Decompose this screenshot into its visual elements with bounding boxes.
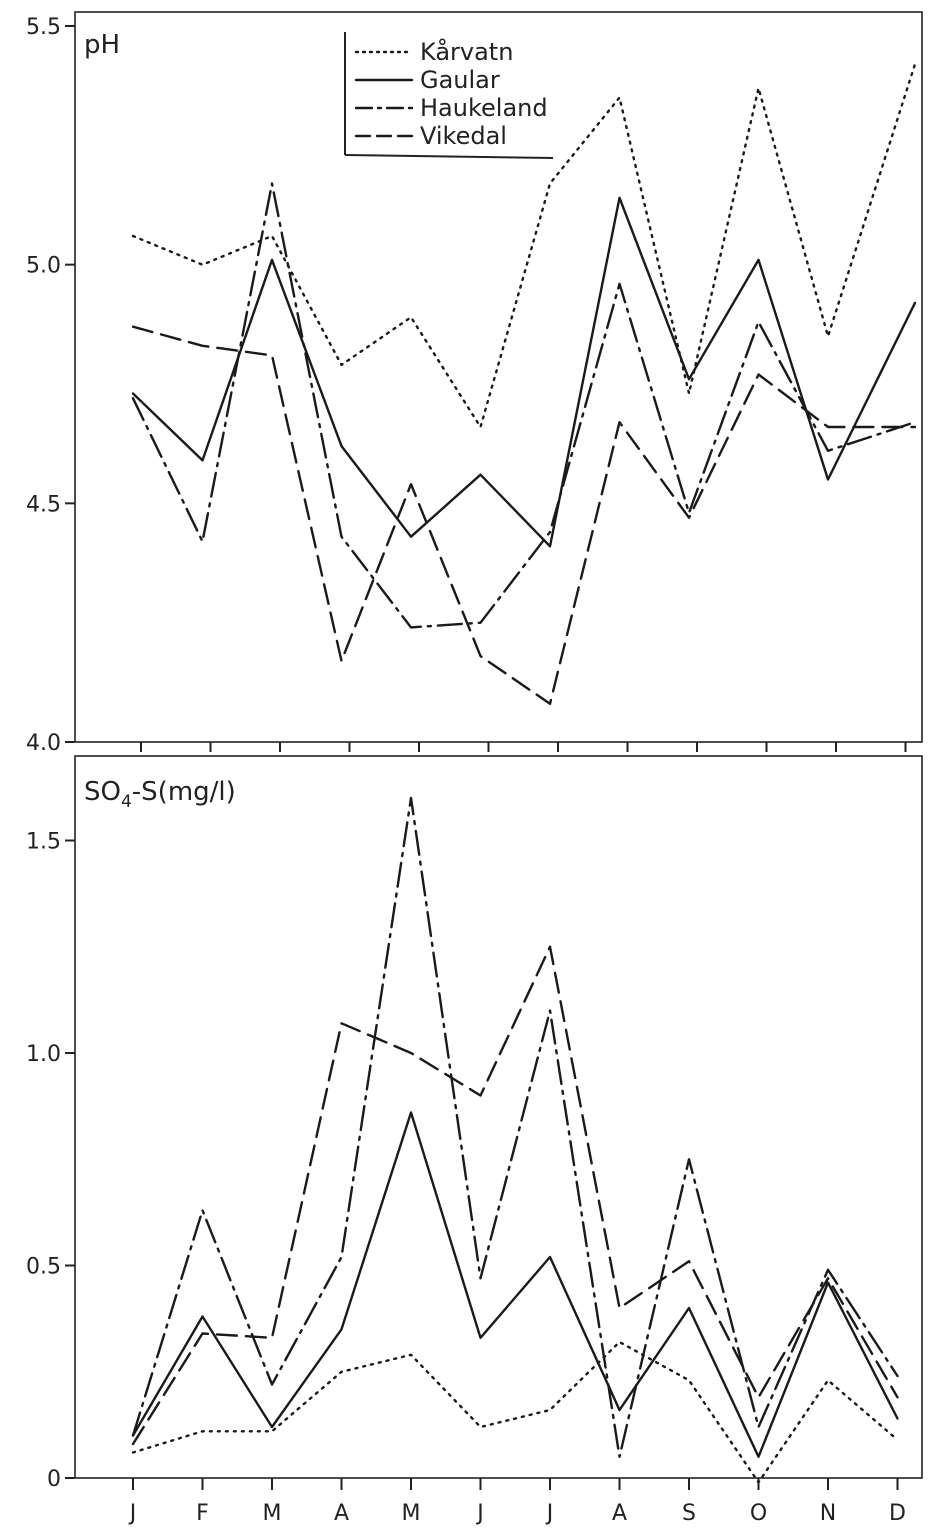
x-tick-label: M — [402, 1501, 421, 1526]
y-tick-label: 0.5 — [26, 1255, 61, 1280]
legend-bracket — [344, 154, 554, 159]
series-line-gaular — [131, 1111, 899, 1459]
legend-label: Kårvatn — [420, 37, 513, 66]
x-tick-label: S — [682, 1501, 696, 1526]
legend-label: Gaular — [420, 66, 500, 94]
series-line-gaular — [131, 196, 917, 548]
y-tick-label: 1.5 — [26, 830, 61, 855]
x-tick-label: D — [889, 1501, 906, 1526]
plot-frame — [74, 11, 923, 743]
plot-frame — [74, 755, 923, 1479]
chart-panel-2: 0 0.5 1.0 1.5 SO4-S(mg/l) J F M A M J J A S O N D — [26, 755, 923, 1526]
y-tick-label: 5.5 — [26, 15, 61, 40]
series-line-vikedal — [131, 325, 917, 705]
series-line-haukeland — [131, 796, 899, 1459]
x-tick-label: N — [820, 1501, 836, 1526]
x-tick-label: J — [128, 1501, 137, 1526]
y-axis-label: SO4-S(mg/l) — [84, 777, 236, 812]
chart-panel-1: 4.0 4.5 5.0 5.5 pH KårvatnGaularHaukelandVike… — [26, 11, 923, 756]
legend-label: Haukeland — [420, 94, 548, 122]
y-tick-label: 4.5 — [26, 492, 61, 517]
x-tick-label: J — [545, 1501, 554, 1526]
y-tick-label: 1.0 — [26, 1042, 61, 1067]
series-line-haukeland — [131, 182, 917, 629]
y-tick-label: 4.0 — [26, 731, 61, 756]
x-tick-label: M — [263, 1501, 282, 1526]
y-tick-label: 0 — [47, 1467, 61, 1492]
y-axis-label: pH — [84, 30, 120, 60]
x-tick-label: J — [475, 1501, 484, 1526]
x-tick-label: O — [750, 1501, 767, 1526]
legend-label: Vikedal — [420, 122, 507, 150]
series-line-vikedal — [131, 945, 899, 1446]
x-tick-label: F — [196, 1501, 209, 1526]
x-tick-label: A — [334, 1501, 349, 1526]
series-line-krvatn — [131, 1340, 899, 1484]
x-tick-label: A — [612, 1501, 627, 1526]
y-tick-label: 5.0 — [26, 254, 61, 279]
